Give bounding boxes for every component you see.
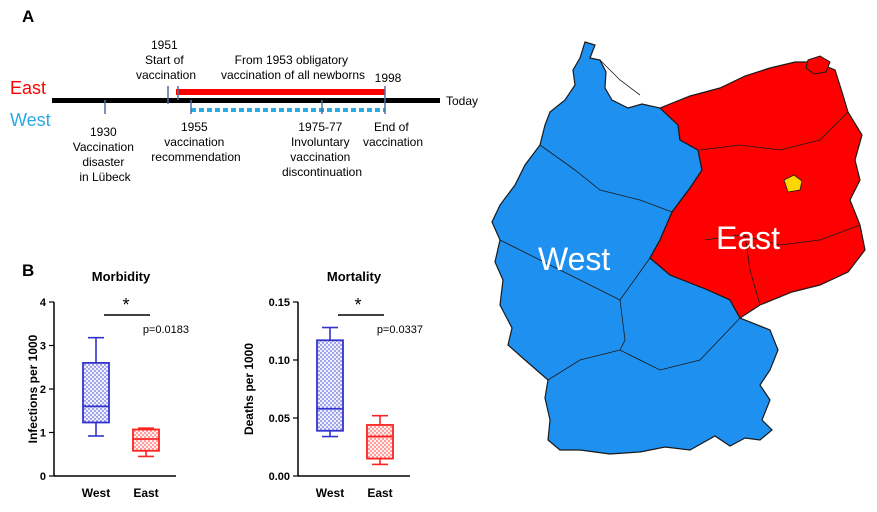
event-1930-line: Vaccination bbox=[73, 140, 134, 154]
x-tick-label: East bbox=[367, 486, 392, 500]
timeline-today-label: Today bbox=[446, 94, 478, 108]
event-1955-line: recommendation bbox=[151, 150, 240, 164]
x-tick-label: West bbox=[82, 486, 110, 500]
event-1975-line: vaccination bbox=[290, 150, 350, 164]
box-plots: Morbidity 0 1 2 3 4 Infections per 1000 West Eas… bbox=[26, 269, 423, 500]
event-end-line: vaccination bbox=[363, 135, 423, 149]
y-tick-label: 1 bbox=[40, 428, 46, 440]
y-tick-label: 0 bbox=[40, 471, 46, 483]
event-1951: 1951 Start of vaccination bbox=[136, 38, 196, 82]
event-1951-line: vaccination bbox=[136, 68, 196, 82]
map-rugen-island bbox=[805, 55, 831, 75]
y-tick-label: 0.00 bbox=[269, 471, 290, 483]
map-border-line bbox=[547, 317, 741, 381]
y-tick-label: 0.05 bbox=[269, 413, 290, 425]
significance-star: * bbox=[354, 295, 361, 315]
timeline-west-label: West bbox=[10, 110, 51, 130]
event-1930-line: in Lübeck bbox=[79, 170, 131, 184]
y-axis-label: Infections per 1000 bbox=[26, 334, 40, 443]
event-1951-line: Start of bbox=[145, 53, 184, 67]
y-tick-label: 3 bbox=[40, 341, 46, 353]
event-1955-line: 1955 bbox=[181, 120, 208, 134]
map-east-region bbox=[649, 61, 866, 319]
timeline-axis bbox=[52, 98, 440, 103]
panel-label-a: A bbox=[22, 7, 34, 26]
event-1955: 1955 vaccination recommendation bbox=[151, 120, 240, 164]
event-1953: From 1953 obligatory vaccination of all … bbox=[221, 53, 365, 82]
event-1930-line: 1930 bbox=[90, 125, 117, 139]
event-end: End of vaccination bbox=[363, 120, 423, 149]
y-tick-label: 2 bbox=[40, 384, 46, 396]
map-border-line bbox=[539, 144, 673, 213]
box-body bbox=[132, 428, 160, 452]
map-border-line bbox=[499, 239, 651, 301]
box-body bbox=[316, 339, 344, 432]
y-axis-label: Deaths per 1000 bbox=[242, 343, 256, 435]
event-1998-line: 1998 bbox=[375, 71, 402, 85]
map-border-line bbox=[619, 299, 626, 351]
event-1953-line: vaccination of all newborns bbox=[221, 68, 365, 82]
x-tick-label: East bbox=[133, 486, 158, 500]
event-1953-line: From 1953 obligatory bbox=[235, 53, 348, 67]
event-1998: 1998 bbox=[375, 71, 402, 85]
event-1975-line: Involuntary bbox=[291, 135, 350, 149]
box-body bbox=[366, 424, 394, 460]
event-1975-line: 1975-77 bbox=[298, 120, 342, 134]
event-end-line: End of bbox=[374, 120, 409, 134]
event-1955-line: vaccination bbox=[164, 135, 224, 149]
event-1975: 1975-77 Involuntary vaccination disconti… bbox=[282, 120, 362, 179]
timeline-east-bar bbox=[176, 89, 385, 95]
significance-star: * bbox=[122, 295, 129, 315]
germany-map: West East bbox=[491, 41, 866, 455]
map-west-label: West bbox=[538, 241, 610, 277]
map-border-line bbox=[599, 59, 641, 96]
event-1975-line: discontinuation bbox=[282, 165, 362, 179]
p-value-label: p=0.0337 bbox=[377, 324, 423, 336]
timeline-east-label: East bbox=[10, 78, 46, 98]
map-berlin bbox=[783, 174, 803, 193]
map-border-line bbox=[704, 224, 861, 246]
map-east-label: East bbox=[716, 220, 780, 256]
y-tick-label: 4 bbox=[40, 297, 47, 309]
map-state-borders bbox=[499, 59, 861, 381]
box-body bbox=[82, 361, 110, 424]
panel-label-b: B bbox=[22, 261, 34, 280]
x-tick-label: West bbox=[316, 486, 344, 500]
event-1951-line: 1951 bbox=[151, 38, 178, 52]
chart-title: Mortality bbox=[327, 269, 382, 284]
y-tick-label: 0.10 bbox=[269, 355, 290, 367]
map-border-line bbox=[744, 234, 761, 306]
y-tick-label: 0.15 bbox=[269, 297, 290, 309]
event-1930-line: disaster bbox=[82, 155, 124, 169]
p-value-label: p=0.0183 bbox=[143, 324, 189, 336]
timeline: East West Today 1951 Start of vaccinatio… bbox=[10, 38, 478, 184]
map-border-line bbox=[699, 111, 849, 151]
event-1930: 1930 Vaccination disaster in Lübeck bbox=[73, 125, 138, 184]
chart-title: Morbidity bbox=[92, 269, 151, 284]
